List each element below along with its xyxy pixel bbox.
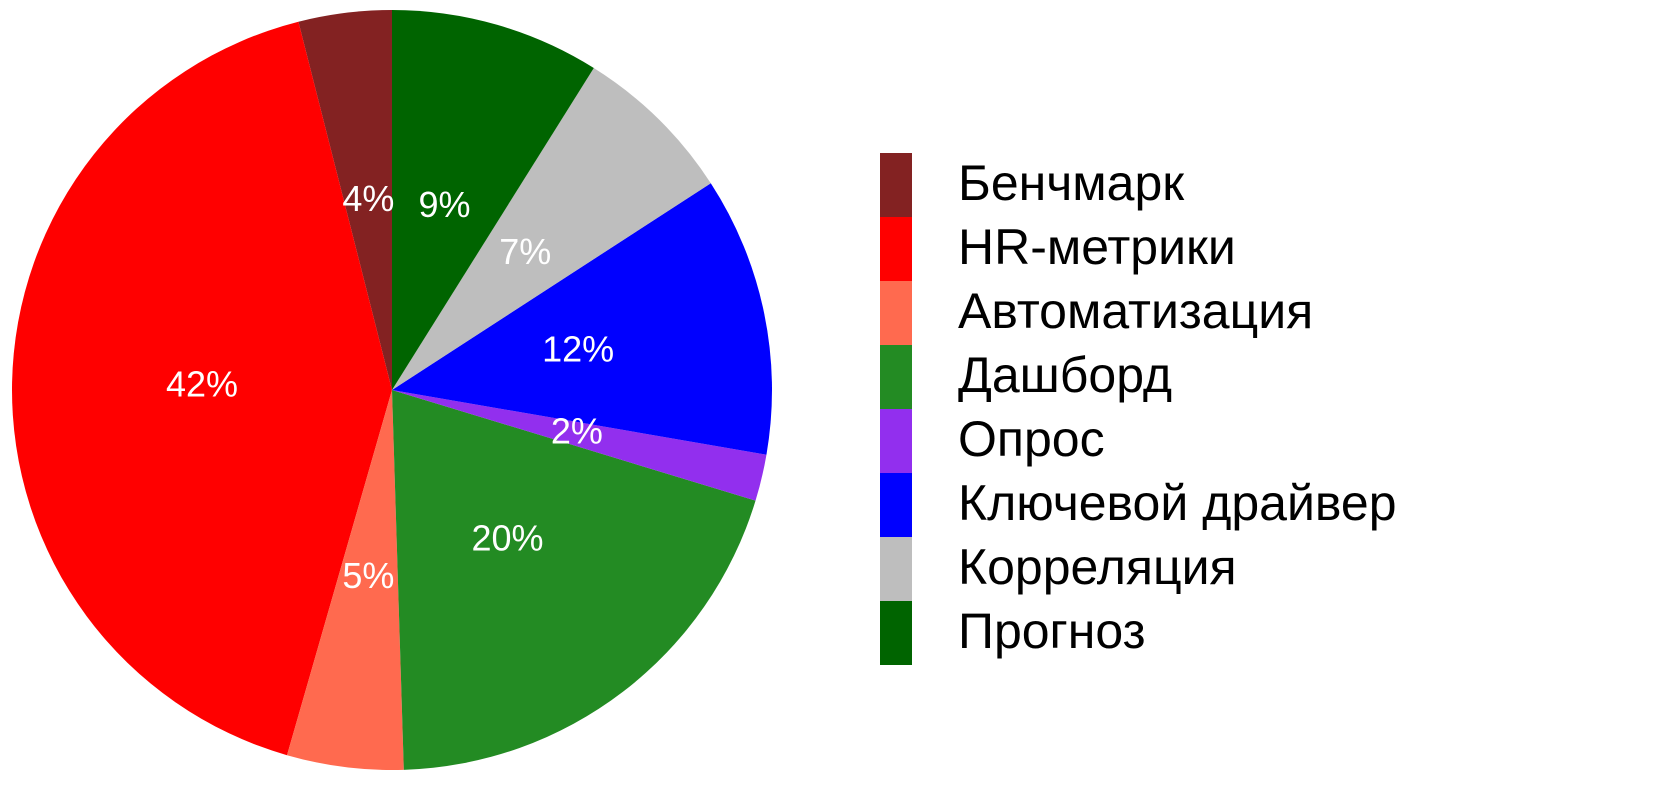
legend-key [880,537,912,601]
slice-label: 7% [499,231,551,272]
legend-label: Дашборд [958,347,1172,403]
pie-slice [11,21,392,756]
legend-label: Бенчмарк [958,155,1185,211]
legend-key [880,281,912,345]
legend-label: Автоматизация [958,283,1313,339]
pie-slice [392,390,767,501]
slice-label: 42% [166,364,238,405]
slice-label: 20% [471,517,543,558]
legend-label: HR-метрики [958,219,1236,275]
legend-key [880,409,912,473]
slice-label: 2% [551,410,603,451]
legend-key [880,217,912,281]
legend-label: Опрос [958,411,1105,467]
slice-label: 5% [342,555,394,596]
pie-slice [392,390,756,770]
legend-key [880,601,912,665]
legend-key [880,345,912,409]
slice-label: 4% [342,178,394,219]
pie-slice [287,390,404,770]
slice-label: 12% [542,328,614,369]
legend-label: Прогноз [958,603,1146,659]
slice-label: 9% [418,184,470,225]
pie-slice [392,10,594,390]
legend-key [880,153,912,217]
pie-slice [392,68,711,390]
legend-label: Ключевой драйвер [958,475,1397,531]
pie-slice [392,183,772,455]
pie-slice [298,10,392,390]
legend-label: Корреляция [958,539,1237,595]
legend-key [880,473,912,537]
